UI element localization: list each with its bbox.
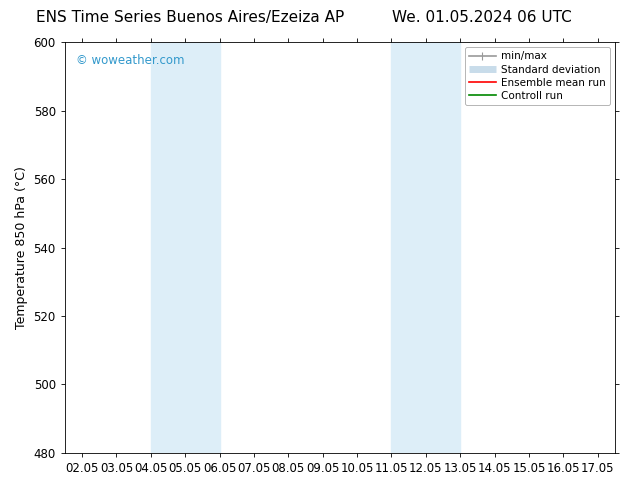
- Text: ENS Time Series Buenos Aires/Ezeiza AP: ENS Time Series Buenos Aires/Ezeiza AP: [36, 10, 344, 25]
- Legend: min/max, Standard deviation, Ensemble mean run, Controll run: min/max, Standard deviation, Ensemble me…: [465, 47, 610, 105]
- Y-axis label: Temperature 850 hPa (°C): Temperature 850 hPa (°C): [15, 166, 28, 329]
- Text: We. 01.05.2024 06 UTC: We. 01.05.2024 06 UTC: [392, 10, 572, 25]
- Bar: [391, 42, 460, 453]
- Text: © woweather.com: © woweather.com: [76, 54, 184, 68]
- Bar: [151, 42, 219, 453]
